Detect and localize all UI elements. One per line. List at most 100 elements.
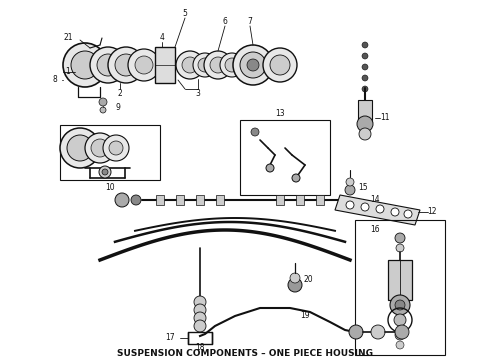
Circle shape bbox=[251, 128, 259, 136]
Circle shape bbox=[115, 54, 137, 76]
Text: 7: 7 bbox=[247, 18, 252, 27]
Circle shape bbox=[247, 59, 259, 71]
Text: 3: 3 bbox=[196, 89, 200, 98]
Bar bbox=[188, 332, 212, 344]
Circle shape bbox=[210, 57, 226, 73]
Bar bbox=[355, 220, 445, 355]
Bar bbox=[196, 195, 204, 205]
Circle shape bbox=[198, 58, 212, 72]
Circle shape bbox=[194, 296, 206, 308]
Circle shape bbox=[391, 208, 399, 216]
Bar bbox=[60, 125, 160, 180]
Circle shape bbox=[362, 75, 368, 81]
Circle shape bbox=[182, 57, 198, 73]
Circle shape bbox=[204, 51, 232, 79]
Circle shape bbox=[359, 128, 371, 140]
Text: 11: 11 bbox=[380, 113, 390, 122]
Circle shape bbox=[108, 47, 144, 83]
Circle shape bbox=[395, 330, 405, 340]
Circle shape bbox=[371, 325, 385, 339]
Text: 4: 4 bbox=[160, 33, 165, 42]
Circle shape bbox=[220, 53, 244, 77]
Bar bbox=[296, 195, 304, 205]
Circle shape bbox=[395, 300, 405, 310]
Circle shape bbox=[91, 139, 109, 157]
Text: 16: 16 bbox=[370, 225, 380, 234]
Text: 10: 10 bbox=[105, 184, 115, 193]
Circle shape bbox=[395, 325, 409, 339]
Circle shape bbox=[376, 205, 384, 213]
Circle shape bbox=[362, 86, 368, 92]
Text: 13: 13 bbox=[275, 109, 285, 118]
Bar bbox=[156, 195, 164, 205]
Text: 9: 9 bbox=[116, 104, 121, 112]
Bar bbox=[358, 100, 372, 122]
Text: 5: 5 bbox=[183, 9, 188, 18]
Circle shape bbox=[194, 320, 206, 332]
Polygon shape bbox=[335, 195, 420, 225]
Circle shape bbox=[233, 45, 273, 85]
Circle shape bbox=[288, 278, 302, 292]
Circle shape bbox=[240, 52, 266, 78]
Circle shape bbox=[60, 128, 100, 168]
Text: 18: 18 bbox=[195, 343, 205, 352]
Circle shape bbox=[71, 51, 99, 79]
Circle shape bbox=[357, 116, 373, 132]
Circle shape bbox=[395, 233, 405, 243]
Text: SUSPENSION COMPONENTS – ONE PIECE HOUSING: SUSPENSION COMPONENTS – ONE PIECE HOUSIN… bbox=[117, 349, 373, 358]
Circle shape bbox=[135, 56, 153, 74]
Text: 17: 17 bbox=[165, 333, 175, 342]
Circle shape bbox=[290, 273, 300, 283]
Circle shape bbox=[90, 47, 126, 83]
Circle shape bbox=[362, 42, 368, 48]
Circle shape bbox=[67, 135, 93, 161]
Text: 8: 8 bbox=[52, 76, 57, 85]
Circle shape bbox=[404, 210, 412, 218]
Circle shape bbox=[362, 53, 368, 59]
Circle shape bbox=[102, 169, 108, 175]
Circle shape bbox=[97, 54, 119, 76]
Text: 14: 14 bbox=[370, 195, 380, 204]
Bar bbox=[176, 195, 184, 205]
Circle shape bbox=[394, 314, 406, 326]
Circle shape bbox=[225, 58, 239, 72]
Circle shape bbox=[266, 164, 274, 172]
Circle shape bbox=[346, 178, 354, 186]
Circle shape bbox=[345, 185, 355, 195]
Circle shape bbox=[396, 341, 404, 349]
Circle shape bbox=[99, 98, 107, 106]
Circle shape bbox=[270, 55, 290, 75]
Circle shape bbox=[99, 166, 111, 178]
Text: 20: 20 bbox=[303, 275, 313, 284]
Text: 19: 19 bbox=[300, 311, 310, 320]
Text: 12: 12 bbox=[427, 207, 437, 216]
Circle shape bbox=[131, 195, 141, 205]
Bar bbox=[388, 260, 412, 300]
Text: 15: 15 bbox=[358, 184, 368, 193]
Bar bbox=[240, 120, 330, 195]
Circle shape bbox=[194, 312, 206, 324]
Text: 6: 6 bbox=[222, 18, 227, 27]
Bar bbox=[155, 47, 175, 83]
Circle shape bbox=[263, 48, 297, 82]
Circle shape bbox=[115, 193, 129, 207]
Text: 2: 2 bbox=[118, 89, 122, 98]
Bar bbox=[276, 195, 284, 205]
Circle shape bbox=[128, 49, 160, 81]
Circle shape bbox=[176, 51, 204, 79]
Text: 1: 1 bbox=[66, 68, 71, 77]
Circle shape bbox=[103, 135, 129, 161]
Circle shape bbox=[292, 174, 300, 182]
Circle shape bbox=[109, 141, 123, 155]
Circle shape bbox=[85, 133, 115, 163]
Circle shape bbox=[63, 43, 107, 87]
Text: 21: 21 bbox=[63, 33, 73, 42]
Bar bbox=[316, 195, 324, 205]
Circle shape bbox=[346, 201, 354, 209]
Circle shape bbox=[396, 244, 404, 252]
Circle shape bbox=[100, 107, 106, 113]
Circle shape bbox=[193, 53, 217, 77]
Circle shape bbox=[390, 295, 410, 315]
Circle shape bbox=[194, 304, 206, 316]
Circle shape bbox=[362, 64, 368, 70]
